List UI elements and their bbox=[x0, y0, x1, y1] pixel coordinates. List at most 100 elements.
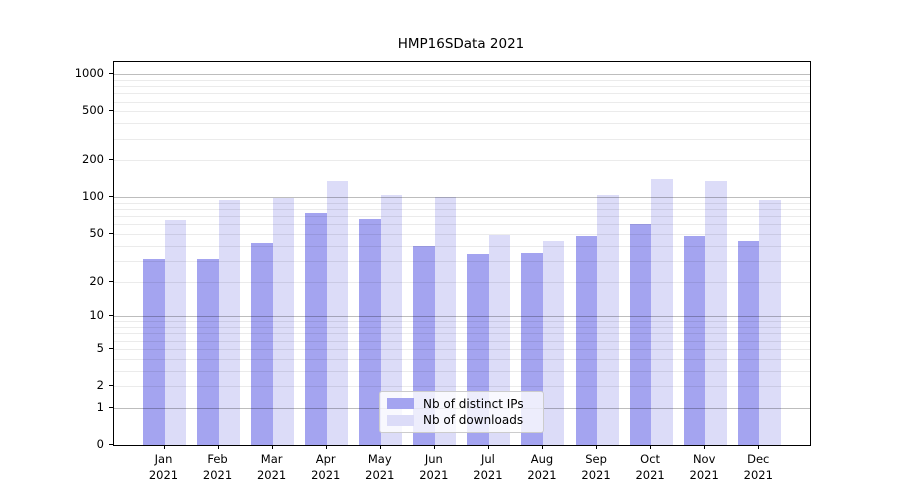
bar-jan-nb-of-downloads bbox=[164, 220, 186, 445]
gridline-60 bbox=[114, 224, 810, 226]
y-ticklabel-10: 10 bbox=[89, 308, 104, 323]
legend-swatch-downloads bbox=[387, 414, 414, 426]
gridline-10 bbox=[114, 316, 810, 318]
x-ticklabel-mar: Mar 2021 bbox=[256, 452, 287, 482]
gridline-200 bbox=[114, 160, 810, 162]
gridline-8 bbox=[114, 327, 810, 329]
y-ticklabel-2: 2 bbox=[96, 378, 104, 393]
y-ticklabel-500: 500 bbox=[82, 103, 104, 118]
x-tickmark-apr bbox=[325, 445, 327, 449]
y-tickmark-5 bbox=[109, 347, 113, 349]
legend-swatch-distinct-ips bbox=[387, 398, 414, 410]
y-tickmark-200 bbox=[109, 159, 113, 161]
gridline-800 bbox=[114, 86, 810, 88]
x-tickmark-feb bbox=[217, 445, 219, 449]
x-tickmark-sep bbox=[596, 445, 598, 449]
grid-layer bbox=[114, 62, 810, 445]
bar-may-nb-of-downloads bbox=[380, 195, 403, 445]
gridline-7 bbox=[114, 333, 810, 335]
bar-nov-nb-of-downloads bbox=[705, 181, 727, 445]
x-tickmark-oct bbox=[650, 445, 652, 449]
gridline-300 bbox=[114, 138, 810, 140]
y-tickmark-0 bbox=[109, 444, 113, 445]
plot-area bbox=[113, 61, 811, 446]
y-ticklabel-5: 5 bbox=[96, 340, 104, 355]
x-ticklabel-jan: Jan 2021 bbox=[148, 452, 179, 482]
bar-aug-nb-of-downloads bbox=[542, 240, 565, 445]
x-tickmark-aug bbox=[541, 445, 543, 449]
gridline-3 bbox=[114, 370, 810, 372]
gridline-4 bbox=[114, 358, 810, 360]
gridline-6 bbox=[114, 340, 810, 342]
bar-may-nb-of-distinct-ips bbox=[359, 218, 381, 445]
x-tickmark-may bbox=[379, 445, 381, 449]
y-tickmark-20 bbox=[109, 280, 113, 282]
bar-mar-nb-of-distinct-ips bbox=[251, 243, 273, 445]
x-ticklabel-jul: Jul 2021 bbox=[473, 452, 503, 482]
x-tickmark-dec bbox=[758, 445, 760, 449]
legend-item-downloads: Nb of downloads bbox=[387, 413, 536, 427]
y-tickmark-1 bbox=[109, 406, 113, 408]
y-tickmark-1000 bbox=[109, 73, 113, 75]
bar-jan-nb-of-distinct-ips bbox=[143, 259, 165, 445]
gridline-900 bbox=[114, 79, 810, 81]
gridline-80 bbox=[114, 209, 810, 211]
legend-label-distinct-ips: Nb of distinct IPs bbox=[423, 396, 524, 411]
y-tickmark-500 bbox=[109, 110, 113, 112]
bar-oct-nb-of-distinct-ips bbox=[629, 224, 652, 445]
x-tickmark-jan bbox=[163, 445, 165, 449]
y-tickmark-100 bbox=[109, 196, 113, 198]
bar-feb-nb-of-distinct-ips bbox=[197, 259, 219, 445]
x-tickmark-jun bbox=[433, 445, 435, 449]
bar-oct-nb-of-downloads bbox=[651, 178, 673, 445]
gridline-2 bbox=[114, 386, 810, 388]
y-ticklabel-20: 20 bbox=[89, 273, 104, 288]
x-ticklabel-sep: Sep 2021 bbox=[581, 452, 611, 482]
x-tickmark-jul bbox=[487, 445, 489, 449]
x-tickmark-nov bbox=[704, 445, 706, 449]
gridline-40 bbox=[114, 245, 810, 247]
x-ticklabel-may: May 2021 bbox=[365, 452, 395, 482]
gridline-90 bbox=[114, 202, 810, 204]
bar-nov-nb-of-distinct-ips bbox=[683, 236, 706, 445]
x-ticklabel-nov: Nov 2021 bbox=[689, 452, 719, 482]
gridline-600 bbox=[114, 101, 810, 103]
gridline-20 bbox=[114, 281, 810, 283]
x-ticklabel-jun: Jun 2021 bbox=[419, 452, 449, 482]
gridline-1000 bbox=[114, 74, 810, 76]
y-ticklabel-100: 100 bbox=[82, 189, 104, 204]
gridline-50 bbox=[114, 234, 810, 236]
bar-dec-nb-of-distinct-ips bbox=[737, 240, 760, 445]
gridline-5 bbox=[114, 348, 810, 350]
gridline-500 bbox=[114, 111, 810, 113]
chart-title: HMP16SData 2021 bbox=[397, 36, 525, 52]
legend: Nb of distinct IPs Nb of downloads bbox=[379, 391, 544, 433]
gridline-700 bbox=[114, 93, 810, 95]
bar-apr-nb-of-distinct-ips bbox=[305, 213, 327, 445]
x-ticklabel-apr: Apr 2021 bbox=[311, 452, 341, 482]
gridline-400 bbox=[114, 123, 810, 125]
y-tickmark-10 bbox=[109, 315, 113, 317]
bar-feb-nb-of-downloads bbox=[218, 199, 241, 445]
gridline-30 bbox=[114, 260, 810, 262]
x-ticklabel-feb: Feb 2021 bbox=[202, 452, 233, 482]
bar-apr-nb-of-downloads bbox=[326, 180, 349, 445]
y-tickmark-2 bbox=[109, 385, 113, 387]
bar-jun-nb-of-downloads bbox=[434, 197, 457, 445]
y-ticklabel-200: 200 bbox=[82, 152, 104, 167]
y-tickmark-50 bbox=[109, 233, 113, 235]
legend-label-downloads: Nb of downloads bbox=[423, 413, 524, 428]
y-ticklabel-1: 1 bbox=[96, 399, 104, 414]
y-ticklabel-1000: 1000 bbox=[74, 66, 104, 81]
gridline-70 bbox=[114, 216, 810, 218]
y-ticklabel-0: 0 bbox=[96, 437, 104, 451]
x-ticklabel-dec: Dec 2021 bbox=[743, 452, 773, 482]
bar-dec-nb-of-downloads bbox=[759, 199, 781, 445]
gridline-9 bbox=[114, 321, 810, 323]
bar-mar-nb-of-downloads bbox=[272, 198, 295, 445]
bar-sep-nb-of-downloads bbox=[597, 195, 619, 445]
x-ticklabel-aug: Aug 2021 bbox=[527, 452, 557, 482]
legend-item-distinct-ips: Nb of distinct IPs bbox=[387, 397, 536, 411]
bar-sep-nb-of-distinct-ips bbox=[575, 236, 598, 445]
